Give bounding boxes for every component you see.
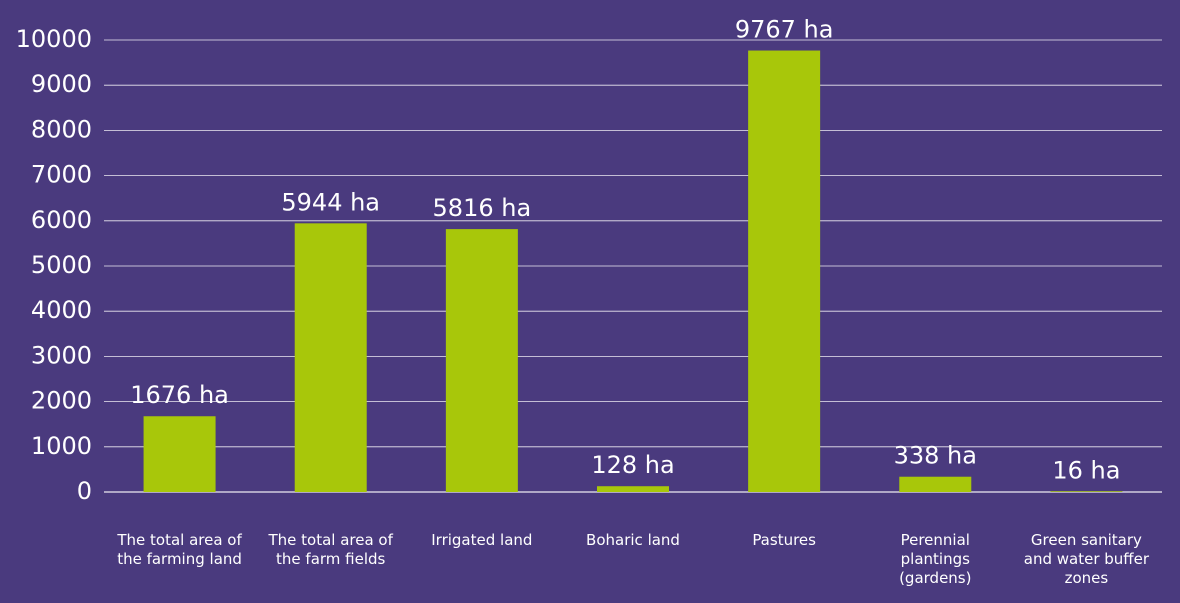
bar (899, 476, 972, 492)
y-tick-label: 5000 (31, 251, 92, 279)
value-label: 1676 ha (130, 381, 229, 409)
x-tick-label: Pastures (752, 531, 816, 549)
y-tick-label: 7000 (31, 161, 92, 189)
x-tick-label: Perennial plantings (gardens) (899, 531, 972, 587)
y-tick-label: 3000 (31, 341, 92, 369)
bar (294, 223, 367, 492)
y-tick-label: 6000 (31, 206, 92, 234)
x-tick-label: Boharic land (586, 531, 680, 549)
y-tick-label: 0 (77, 477, 92, 505)
y-tick-label: 8000 (31, 115, 92, 143)
y-tick-label: 1000 (31, 432, 92, 460)
x-tick-label: Green sanitary and water buffer zones (1023, 531, 1150, 587)
y-tick-label: 10000 (16, 25, 92, 53)
bar (445, 229, 518, 492)
y-tick-label: 9000 (31, 70, 92, 98)
value-label: 338 ha (894, 442, 977, 470)
value-label: 128 ha (591, 451, 674, 479)
x-tick-label: The total area of the farm fields (268, 531, 393, 568)
bar (143, 416, 216, 492)
bar (597, 486, 669, 492)
value-label: 5816 ha (433, 194, 532, 222)
y-tick-label: 4000 (31, 296, 92, 324)
x-tick-label: Irrigated land (431, 531, 533, 549)
bar (1050, 491, 1123, 492)
value-label: 16 ha (1052, 456, 1120, 484)
bar (748, 50, 821, 492)
value-label: 9767 ha (735, 16, 834, 44)
x-tick-label: The total area of the farming land (117, 531, 242, 568)
value-label: 5944 ha (281, 188, 380, 216)
y-tick-label: 2000 (31, 387, 92, 415)
